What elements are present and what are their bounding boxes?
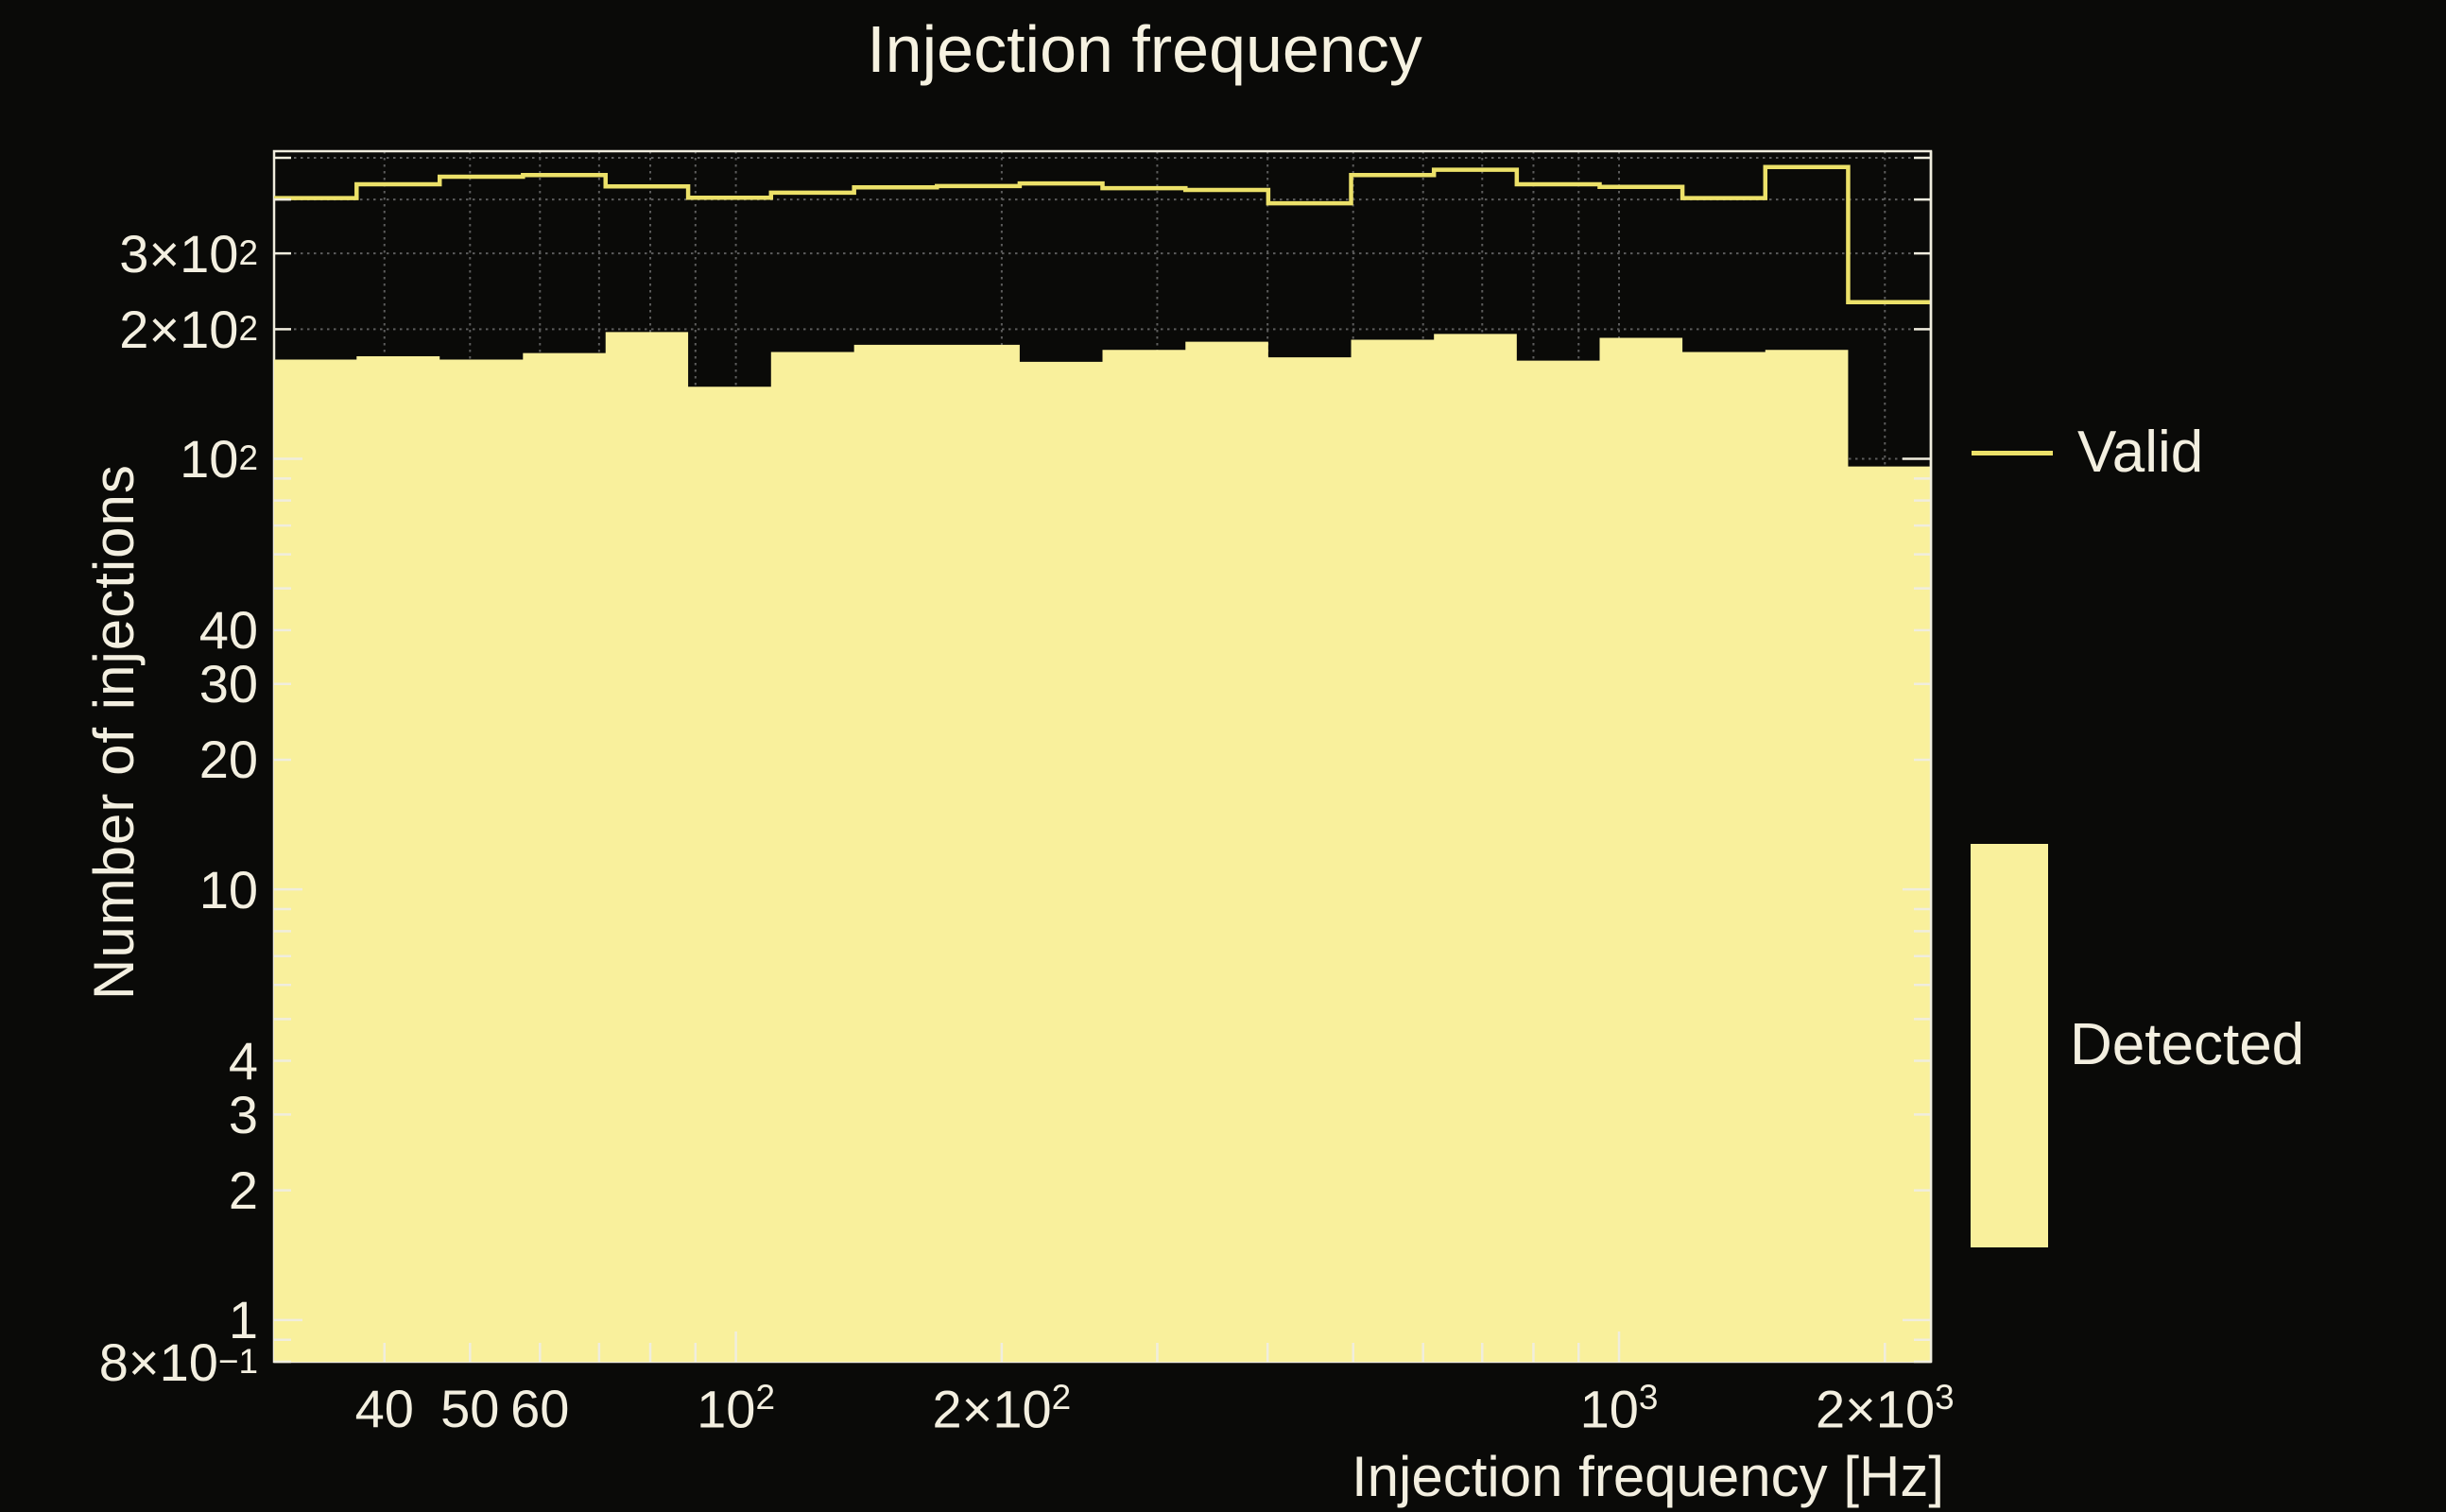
y-tick-label: 1 — [228, 1290, 258, 1350]
legend-detected-label: Detected — [2070, 1012, 2305, 1077]
y-tick-label: 40 — [198, 600, 258, 661]
y-tick-label: 2 — [228, 1160, 258, 1221]
y-tick-label: 10 2 — [180, 428, 258, 489]
detected-histogram — [274, 332, 1931, 1362]
valid-histogram-line — [274, 164, 1931, 305]
x-axis-title: Injection frequency [Hz] — [1352, 1445, 1944, 1508]
x-tick-label: 50 — [440, 1379, 500, 1438]
y-tick-label: 30 — [198, 654, 258, 714]
y-tick-label: 20 — [198, 730, 258, 790]
chart-title: Injection frequency — [867, 12, 1422, 86]
y-tick-label: 2×10 2 — [119, 299, 258, 359]
legend-valid-line-swatch — [1972, 451, 2053, 455]
plot-svg — [272, 149, 1933, 1364]
x-tick-label: 2×103 — [1815, 1378, 1955, 1439]
plot-area — [272, 149, 1933, 1364]
y-tick-label: 3 — [228, 1084, 258, 1144]
y-tick-label: 10 — [198, 859, 258, 919]
x-tick-label: 102 — [697, 1378, 776, 1439]
x-tick-label: 60 — [510, 1379, 570, 1438]
legend-detected-box-swatch — [1971, 844, 2048, 1247]
y-tick-label: 3×10 2 — [119, 223, 258, 284]
x-tick-label: 103 — [1579, 1378, 1659, 1439]
y-tick-label: 8×10 −1 — [98, 1332, 258, 1392]
y-tick-label: 4 — [228, 1030, 258, 1091]
x-tick-label: 40 — [354, 1379, 414, 1438]
legend-valid-label: Valid — [2077, 420, 2204, 485]
x-tick-label: 2×102 — [932, 1378, 1072, 1439]
